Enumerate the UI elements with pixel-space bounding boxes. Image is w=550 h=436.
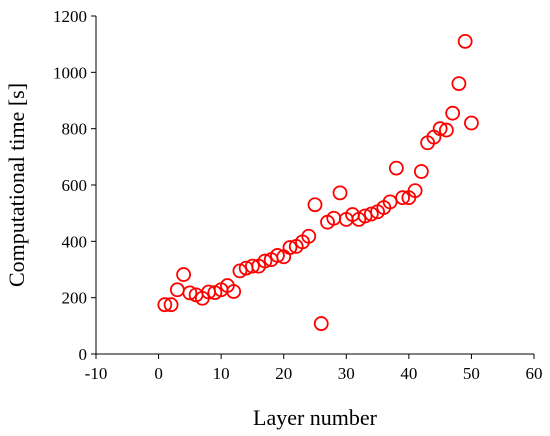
data-point xyxy=(226,284,242,299)
data-point xyxy=(395,190,411,206)
x-tick-label: 50 xyxy=(463,364,480,383)
data-point xyxy=(432,121,448,137)
data-point xyxy=(257,253,273,269)
data-point xyxy=(163,297,179,313)
y-tick-label: 0 xyxy=(79,345,88,364)
data-point xyxy=(407,183,423,199)
x-tick-label: 60 xyxy=(526,364,543,383)
data-point xyxy=(282,240,298,255)
y-tick-label: 800 xyxy=(62,120,88,139)
x-tick-label: -10 xyxy=(85,364,108,383)
data-point xyxy=(157,297,173,313)
data-point xyxy=(169,282,185,298)
y-tick-label: 1000 xyxy=(53,63,87,82)
x-tick-label: 20 xyxy=(275,364,292,383)
data-point xyxy=(182,285,198,301)
y-tick-label: 1200 xyxy=(53,7,87,26)
data-point xyxy=(270,248,285,263)
data-point xyxy=(413,164,429,179)
y-tick-label: 200 xyxy=(62,289,88,308)
x-tick-label: 0 xyxy=(154,364,163,383)
data-point xyxy=(363,206,379,222)
data-point xyxy=(388,160,404,176)
data-point xyxy=(332,185,348,201)
data-point xyxy=(438,122,454,138)
y-tick-label: 600 xyxy=(62,176,88,195)
y-axis-title: Computational time [s] xyxy=(4,83,29,287)
data-point xyxy=(301,228,317,244)
x-axis-title: Layer number xyxy=(253,405,378,430)
data-point xyxy=(451,76,467,91)
data-point xyxy=(307,197,323,213)
data-point xyxy=(457,33,473,49)
x-tick-label: 10 xyxy=(213,364,230,383)
data-point xyxy=(313,316,329,331)
data-point xyxy=(464,115,479,131)
data-point xyxy=(245,258,260,274)
data-point xyxy=(445,105,461,121)
x-tick-label: 40 xyxy=(400,364,417,383)
data-point xyxy=(176,267,192,282)
axes xyxy=(95,16,534,355)
y-tick-label: 400 xyxy=(62,232,88,251)
x-tick-label: 30 xyxy=(338,364,355,383)
data-points xyxy=(157,33,479,331)
